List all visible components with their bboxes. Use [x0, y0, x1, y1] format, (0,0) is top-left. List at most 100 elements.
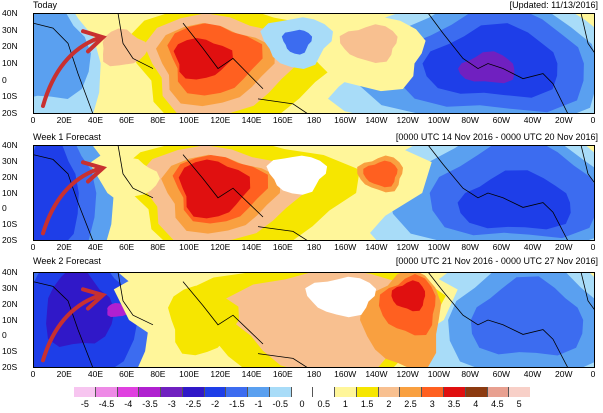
lat-tick-label: 20S [2, 108, 18, 118]
lon-tick-label: 60W [492, 242, 511, 252]
lon-tick-label: 80E [150, 115, 166, 125]
contour-region [46, 272, 115, 347]
contour-region [391, 280, 426, 312]
colorbar-label: 2 [386, 399, 392, 409]
panel-week2: Week 2 Forecast [0000 UTC 21 Nov 2016 - … [0, 256, 603, 389]
lon-tick-label: 120E [210, 369, 231, 379]
colorbar-swatch [312, 387, 335, 397]
anomaly-field [33, 13, 595, 114]
arrow-head [81, 160, 108, 184]
anomaly-field [33, 272, 595, 368]
lon-tick-label: 60E [119, 242, 135, 252]
lon-tick-label: 0 [590, 242, 596, 252]
contour-region [113, 157, 160, 198]
contour-region [33, 13, 91, 99]
lon-tick-label: 180 [306, 115, 322, 125]
lat-tick-label: 30N [2, 155, 18, 166]
lon-tick-label: 140E [241, 369, 262, 379]
lat-tick-label: 10S [2, 91, 18, 102]
contour-region [457, 170, 571, 230]
lon-tick-label: 160E [272, 115, 293, 125]
lat-tick-label: 10N [2, 187, 18, 198]
lat-tick-label: 20S [2, 235, 18, 245]
lon-tick-label: 100W [427, 242, 450, 252]
lon-tick-label: 0 [30, 115, 36, 125]
coastline [33, 272, 595, 368]
colorbar-label: -2 [211, 399, 220, 409]
lon-tick-label: 80W [461, 242, 479, 252]
panel-title: Week 1 Forecast [33, 132, 101, 142]
colorbar-label: -0.5 [272, 399, 289, 409]
lon-tick-label: 120E [210, 115, 231, 125]
lon-tick-label: 20E [56, 242, 72, 252]
lon-tick-label: 180 [306, 242, 322, 252]
contour-region [470, 276, 584, 356]
lon-tick-label: 60W [492, 115, 511, 125]
contour-region [339, 24, 398, 63]
lon-tick-label: 0 [590, 115, 596, 125]
lon-tick-label: 40W [523, 369, 542, 379]
plot-frame [33, 145, 595, 241]
lon-tick-label: 140W [365, 369, 388, 379]
lat-tick-label: 20N [2, 171, 18, 182]
lon-tick-label: 140E [241, 242, 262, 252]
lat-tick-label: 30N [2, 24, 18, 35]
panel-today: Today [Updated: 11/13/2016] [0, 0, 603, 133]
propagation-arrow [41, 294, 100, 363]
lat-tick-label: 0 [2, 203, 7, 214]
contour-region [266, 155, 328, 195]
lon-tick-label: 40E [87, 242, 103, 252]
colorbar-label: 1.5 [360, 399, 374, 409]
colorbar-label: 5 [516, 399, 522, 409]
coastline [33, 13, 595, 114]
plot-frame [33, 272, 595, 368]
lat-tick-label: 20N [2, 41, 18, 52]
colorbar-swatch [94, 387, 117, 397]
colorbar-label: -1 [254, 399, 263, 409]
lon-tick-label: 20E [56, 369, 72, 379]
arrow-head [81, 287, 108, 311]
colorbar-swatch [421, 387, 444, 397]
lon-tick-label: 160W [334, 115, 357, 125]
lon-tick-label: 140W [365, 242, 388, 252]
lat-tick-label: 40N [2, 140, 18, 150]
arrow-head [81, 29, 107, 54]
lon-tick-label: 20W [555, 369, 573, 379]
colorbar-swatch [203, 387, 226, 397]
lat-tick-label: 10S [2, 346, 18, 357]
lon-tick-label: 160W [334, 369, 357, 379]
colorbar-swatch [247, 387, 269, 397]
colorbar-swatch [508, 387, 531, 397]
colorbar-label: -5 [80, 399, 89, 409]
colorbar-swatch [334, 387, 356, 397]
colorbar-label: -4.5 [98, 399, 115, 409]
colorbar-label: 2.5 [404, 399, 417, 409]
lon-tick-label: 60W [492, 369, 511, 379]
lat-tick-label: 40N [2, 267, 18, 277]
lon-tick-label: 20W [555, 242, 573, 252]
colorbar-label: 0 [299, 399, 305, 409]
lat-tick-label: 20S [2, 362, 18, 372]
lon-tick-label: 160W [334, 242, 357, 252]
contour-region [178, 159, 251, 219]
colorbar-swatch [399, 387, 422, 397]
colorbar-swatch [486, 387, 509, 397]
lon-tick-label: 60E [119, 369, 135, 379]
panel-date-range: [0000 UTC 14 Nov 2016 - 0000 UTC 20 Nov … [395, 132, 598, 142]
lon-tick-label: 20W [555, 115, 573, 125]
lat-tick-label: 40N [2, 8, 18, 18]
colorbar-label: -2.5 [185, 399, 202, 409]
colorbar-swatch [355, 387, 378, 397]
panel-date-range: [Updated: 11/13/2016] [509, 0, 598, 10]
lon-tick-label: 100W [427, 369, 450, 379]
map-week1 [33, 145, 595, 241]
contour-region [458, 51, 515, 84]
colorbar-label: -3 [167, 399, 176, 409]
colorbar-swatch [443, 387, 465, 397]
lon-tick-label: 100W [427, 115, 450, 125]
panel-title: Today [33, 0, 58, 10]
contour-region [107, 303, 130, 317]
colorbar-label: 1 [342, 399, 348, 409]
colorbar [74, 387, 531, 397]
colorbar-swatch [181, 387, 204, 397]
